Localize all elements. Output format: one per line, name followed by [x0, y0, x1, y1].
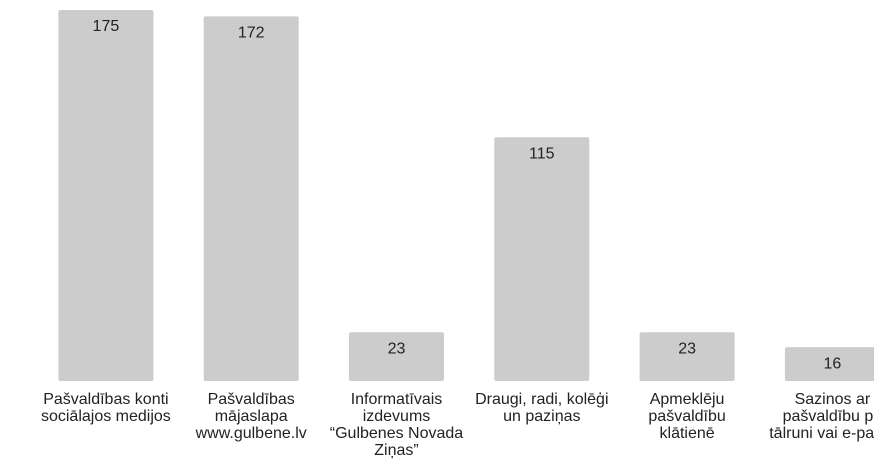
value-label: 16 — [824, 355, 842, 372]
x-tick-label: Pašvaldības konti sociālajos medijos — [40, 391, 171, 425]
x-tick-label: Informatīvais izdevums “Gulbenes Novada … — [329, 391, 464, 459]
value-label: 23 — [388, 340, 406, 357]
x-tick-label: Pašvaldības mājaslapa www.gulbene.lv — [195, 391, 307, 442]
bar — [494, 137, 590, 381]
bar — [203, 16, 299, 382]
x-tick-label: Sazinos ar pašvaldību pa tālruni vai e-p… — [769, 391, 874, 442]
bar — [784, 347, 874, 381]
bar — [639, 332, 735, 381]
x-tick-label: Draugi, radi, kolēģi un paziņas — [475, 391, 609, 425]
value-label: 175 — [93, 18, 120, 35]
bar — [349, 332, 444, 381]
value-label: 115 — [529, 145, 555, 162]
value-label: 23 — [678, 340, 696, 357]
value-label: 172 — [238, 25, 265, 42]
x-tick-label: Apmeklēju pašvaldību klātienē — [648, 391, 726, 442]
bar — [58, 10, 154, 381]
